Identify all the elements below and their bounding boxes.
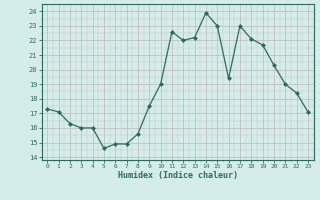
X-axis label: Humidex (Indice chaleur): Humidex (Indice chaleur) — [118, 171, 237, 180]
